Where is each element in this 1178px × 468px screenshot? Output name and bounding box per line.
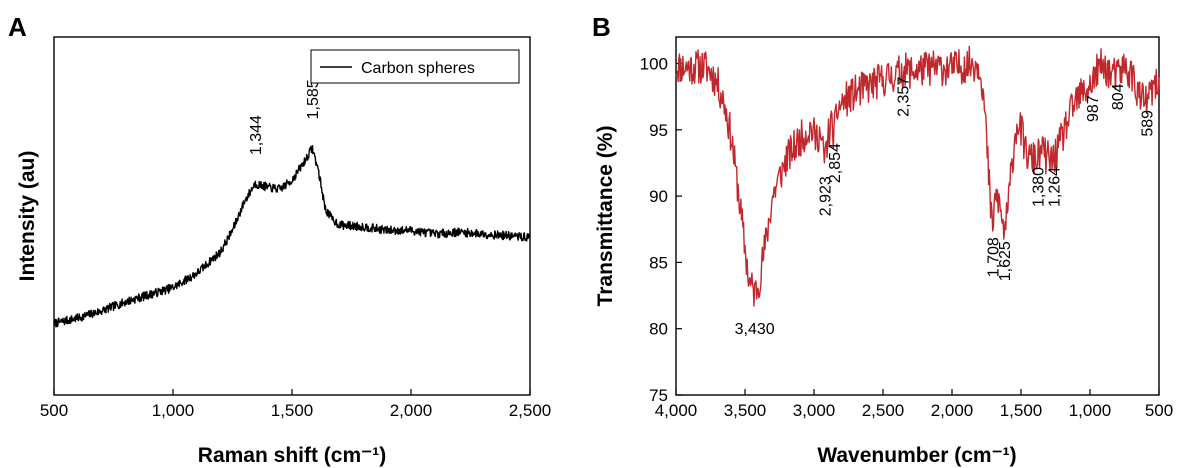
y-tick-label: 80 [649, 320, 668, 339]
panel-a-legend: Carbon spheres [310, 49, 520, 84]
x-tick-label: 4,000 [655, 401, 698, 420]
panel-b-y-axis-title: Transmittance (%) [594, 126, 617, 307]
peak-label: 589 [1140, 110, 1157, 137]
y-tick-label: 90 [649, 187, 668, 206]
peak-label: 1,625 [997, 241, 1014, 281]
panel-b-letter: B [592, 12, 611, 42]
x-tick-label: 500 [40, 401, 68, 420]
panel-b-ticks [675, 62, 1160, 396]
peak-label: 1,585 [305, 79, 322, 119]
legend-entry: Carbon spheres [361, 60, 475, 77]
panel-a-x-axis-title: Raman shift (cm⁻¹) [198, 444, 386, 467]
x-tick-label: 1,500 [1000, 401, 1043, 420]
y-tick-label: 100 [640, 55, 668, 74]
peak-label: 2,923 [818, 176, 835, 216]
peak-label: 987 [1085, 95, 1102, 122]
panel-b-tick-labels: 4,000 3,500 3,000 2,500 2,000 1,500 1,000 500 75… [640, 55, 1174, 420]
panel-b-chart: 4,000 3,500 3,000 2,500 2,000 1,500 1,000 500 75… [594, 36, 1174, 467]
x-tick-label: 500 [1145, 401, 1173, 420]
y-tick-label: 95 [649, 121, 668, 140]
x-tick-label: 1,000 [152, 401, 195, 420]
series-line-1 [53, 144, 531, 328]
peak-label: 1,708 [985, 237, 1002, 277]
series-line-1 [675, 45, 1160, 307]
x-tick-label: 2,000 [931, 401, 974, 420]
panel-a-chart: 500 1,000 1,500 2,000 2,500 1,344 1,585 Carbo… [16, 36, 551, 467]
y-tick-label: 85 [649, 253, 668, 272]
peak-label: 2,357 [896, 77, 913, 117]
panel-a-plot-frame [53, 36, 531, 396]
panel-b-plot-frame [675, 36, 1160, 396]
peak-label: 1,380 [1031, 167, 1048, 207]
peak-label: 3,430 [735, 321, 775, 338]
panel-a-letter: A [8, 12, 27, 42]
panel-b-series [675, 45, 1160, 307]
peak-label: 2,854 [827, 143, 844, 183]
y-tick-label: 75 [649, 386, 668, 405]
peak-label: 1,344 [248, 115, 265, 155]
x-tick-label: 2,500 [862, 401, 905, 420]
x-tick-label: 2,000 [390, 401, 433, 420]
panel-a-series [53, 144, 531, 328]
peak-label: 1,264 [1047, 167, 1064, 207]
panel-a-x-tick-labels: 500 1,000 1,500 2,000 2,500 [40, 401, 551, 420]
peak-label: 804 [1110, 83, 1127, 110]
x-tick-label: 2,500 [509, 401, 552, 420]
x-tick-label: 1,500 [271, 401, 314, 420]
panel-b-x-axis-title: Wavenumber (cm⁻¹) [817, 444, 1016, 467]
x-tick-label: 1,000 [1069, 401, 1112, 420]
panel-a-y-axis-title: Intensity (au) [16, 151, 39, 282]
x-tick-label: 3,000 [793, 401, 836, 420]
panel-a-annotations: 1,344 1,585 [248, 79, 322, 155]
x-tick-label: 3,500 [724, 401, 767, 420]
panel-a-x-ticks [53, 389, 531, 395]
